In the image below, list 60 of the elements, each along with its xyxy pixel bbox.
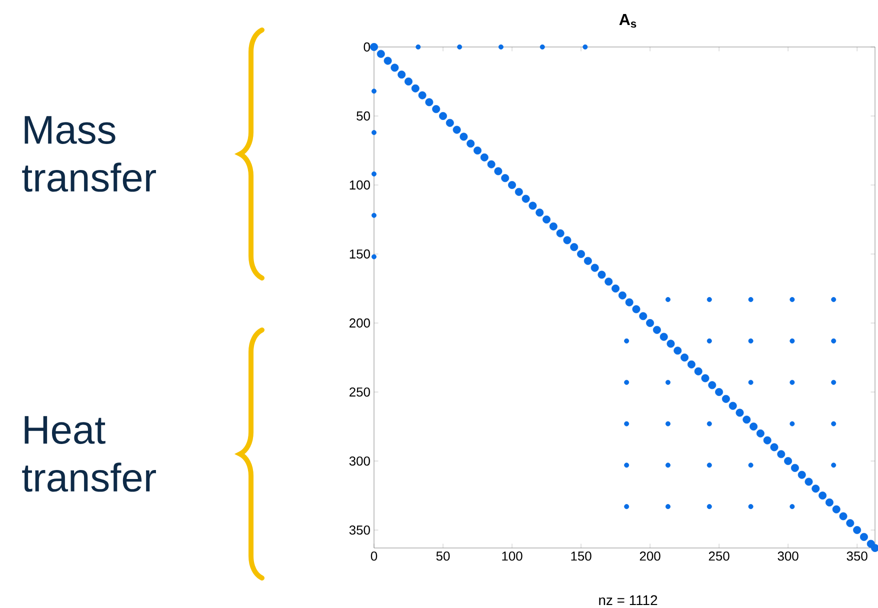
point	[665, 462, 670, 468]
y-tick-label: 200	[350, 318, 370, 328]
x-axis-title: nz = 1112	[599, 595, 658, 605]
x-tick-label: 0	[370, 552, 378, 561]
point	[748, 338, 754, 344]
point	[706, 421, 712, 426]
point	[540, 44, 545, 50]
point	[372, 171, 377, 176]
point	[372, 212, 377, 218]
point	[372, 254, 377, 260]
point	[665, 504, 670, 510]
point	[790, 504, 795, 510]
point	[624, 504, 630, 510]
point	[624, 338, 630, 344]
point	[748, 297, 754, 302]
x-tick-label: 50	[436, 552, 450, 561]
x-tick-label: 300	[778, 552, 798, 561]
y-tick-label: 100	[350, 180, 370, 190]
point	[706, 338, 712, 344]
y-tick-label: 250	[350, 387, 370, 397]
point	[624, 380, 630, 385]
point	[748, 380, 754, 385]
text: Heat transfer	[22, 416, 156, 492]
point	[582, 44, 588, 50]
point	[416, 44, 421, 50]
x-tick-label: 250	[708, 552, 730, 561]
point	[498, 44, 504, 50]
point	[706, 297, 712, 302]
point	[624, 421, 630, 426]
point	[665, 380, 670, 385]
point	[790, 297, 795, 302]
y-tick-label: 300	[349, 456, 370, 466]
chart-title: A$_{s}$	[619, 14, 636, 28]
point	[831, 462, 836, 468]
point	[790, 338, 795, 344]
y-tick-label: 350	[349, 525, 370, 535]
point	[372, 88, 377, 94]
point	[790, 380, 795, 385]
point	[748, 462, 754, 468]
point	[665, 421, 670, 426]
point	[665, 297, 670, 302]
y-tick-label: 0	[364, 42, 370, 52]
point	[372, 130, 377, 136]
text: Mass transfer	[22, 116, 156, 192]
point	[624, 462, 630, 468]
point	[831, 421, 836, 426]
x-tick-label: 150	[571, 552, 592, 561]
point	[706, 504, 712, 510]
y-tick-label: 150	[350, 249, 370, 259]
y-tick-label: 50	[356, 111, 370, 121]
x-tick-label: 100	[502, 552, 522, 561]
point	[831, 338, 836, 344]
point	[748, 504, 754, 510]
point	[457, 44, 462, 50]
point	[831, 380, 836, 385]
x-tick-label: 350	[846, 552, 868, 561]
point	[790, 421, 795, 426]
point	[831, 297, 836, 302]
x-tick-label: 200	[640, 552, 660, 561]
point	[706, 462, 712, 468]
